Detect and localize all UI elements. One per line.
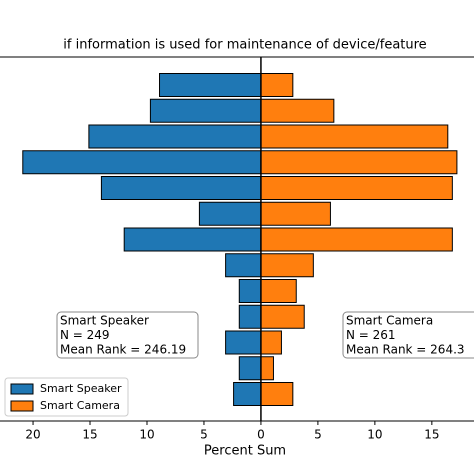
annotation-box [56,311,199,359]
x-tick-label: 10 [367,428,382,442]
bar [198,201,262,226]
bar [260,382,294,406]
bar [260,356,274,381]
annotation-text: Smart Speaker [60,314,149,328]
x-tick-label: 5 [200,428,208,442]
annotation-text: N = 249 [60,328,110,342]
bar [260,73,294,97]
x-tick-label: 15 [424,428,439,442]
bar [260,304,305,329]
bar [225,253,262,278]
x-tick-label: 20 [25,428,40,442]
annotation-box [342,311,474,359]
bar [260,176,453,200]
bar [260,330,282,355]
annotation-text: Mean Rank = 246.19 [60,343,186,357]
annotation-text: N = 261 [346,328,396,342]
bar [149,98,262,123]
bar [22,150,262,175]
bar [260,279,297,303]
bar [238,304,262,329]
legend-box [4,377,129,417]
legend-swatch [10,400,34,412]
bar [260,124,449,149]
bar [260,150,458,175]
chart-title: if information is used for maintenance o… [63,38,426,53]
x-tick-label: 5 [314,428,322,442]
x-tick-label: 10 [139,428,154,442]
x-tick-label: 0 [257,428,265,442]
bar [100,176,262,200]
bar [260,98,335,123]
bar [260,201,331,226]
annotation-text: Smart Camera [346,314,433,328]
bar [238,356,262,381]
bar [233,382,262,406]
legend-label: Smart Speaker [40,382,122,395]
bar [260,253,314,278]
bar [225,330,262,355]
bar [88,124,262,149]
legend-label: Smart Camera [40,399,120,412]
bar [238,279,262,303]
x-tick-label: 15 [82,428,97,442]
annotation-text: Mean Rank = 264.3 [346,343,465,357]
legend-swatch [10,383,34,395]
bar [123,227,262,252]
x-axis-label: Percent Sum [204,444,286,459]
bar [159,73,262,97]
bar [260,227,453,252]
